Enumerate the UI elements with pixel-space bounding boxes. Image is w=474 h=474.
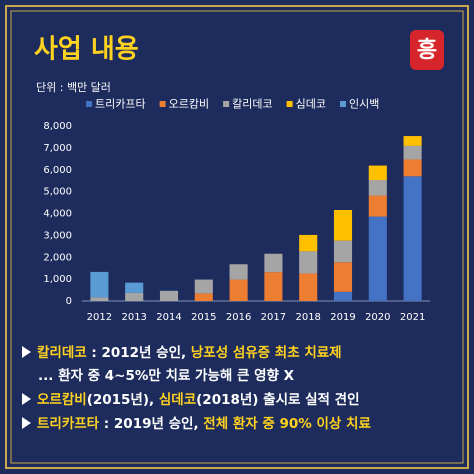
bar-segment xyxy=(368,165,387,181)
note-highlight: 전체 환자 중 90% 이상 치료 xyxy=(203,416,371,432)
bar-segment xyxy=(125,282,144,293)
bar-segment xyxy=(368,195,387,217)
note-highlight: 칼리데코 xyxy=(37,345,87,361)
y-tick-label: 0 xyxy=(66,296,72,307)
bullet xyxy=(22,346,31,358)
bar-segment xyxy=(264,253,283,273)
bullet xyxy=(22,393,31,405)
y-tick-label: 5,000 xyxy=(43,187,72,198)
note-text: ... 환자 중 4~5%만 치료 가능해 큰 영향 X xyxy=(38,368,295,384)
x-tick-label: 2017 xyxy=(261,312,286,323)
bar-segment xyxy=(333,291,353,301)
legend-swatch xyxy=(86,101,92,107)
note-text: (2018년) 출시로 실적 견인 xyxy=(196,392,360,408)
bar-segment xyxy=(403,159,422,177)
legend-swatch xyxy=(286,101,293,107)
bar-segment xyxy=(264,272,283,301)
y-tick-label: 6,000 xyxy=(43,165,72,176)
bar-segment xyxy=(403,145,422,160)
y-tick-label: 8,000 xyxy=(43,121,72,132)
bar-segment xyxy=(125,292,144,301)
bullet xyxy=(22,417,31,429)
legend-swatch xyxy=(223,101,230,107)
bar-segment xyxy=(229,279,248,301)
x-tick-label: 2020 xyxy=(365,312,390,323)
note-line: 칼리데코 : 2012년 승인, 낭포성 섬유증 최초 치료제 xyxy=(22,341,342,361)
bar-segment xyxy=(368,180,387,196)
logo-box xyxy=(410,30,444,70)
bar-segment xyxy=(299,273,318,301)
y-tick-label: 4,000 xyxy=(43,209,72,220)
bar-segment xyxy=(299,234,318,252)
bar-segment xyxy=(194,293,213,301)
bar-segment xyxy=(333,210,353,241)
x-tick-label: 2015 xyxy=(191,312,216,323)
note-text: : 2019년 승인, xyxy=(99,416,204,432)
legend-label: 트리카프타 xyxy=(95,98,146,111)
title: 사업 내용 xyxy=(34,35,139,65)
note-text: (2015년), xyxy=(86,392,159,408)
legend-label: 오르캄비 xyxy=(169,98,209,111)
bar-segment xyxy=(403,176,422,301)
note-highlight: 트리카프타 xyxy=(37,416,100,432)
y-tick-label: 2,000 xyxy=(43,252,72,263)
y-tick-label: 1,000 xyxy=(43,274,72,285)
frame xyxy=(5,5,469,469)
x-tick-label: 2014 xyxy=(156,312,181,323)
note-highlight: 낭포성 섬유증 최초 치료제 xyxy=(190,345,342,361)
y-tick-label: 3,000 xyxy=(43,230,72,241)
x-tick-label: 2021 xyxy=(400,312,425,323)
x-tick-label: 2016 xyxy=(226,312,251,323)
frame-inner xyxy=(10,10,464,464)
bar-segment xyxy=(368,216,387,301)
legend-label: 심데코 xyxy=(296,98,326,111)
note-line: ... 환자 중 4~5%만 치료 가능해 큰 영향 X xyxy=(38,364,294,384)
bar-segment xyxy=(229,264,248,280)
y-tick-label: 7,000 xyxy=(43,143,72,154)
bar-segment xyxy=(194,279,213,294)
legend-label: 칼리데코 xyxy=(232,98,272,111)
note-line: 오르캄비(2015년), 심데코(2018년) 출시로 실적 견인 xyxy=(22,388,360,408)
bar-segment xyxy=(90,271,109,298)
logo: 흥 xyxy=(417,38,437,63)
legend-swatch xyxy=(339,101,346,107)
bar-segment xyxy=(403,136,422,146)
note-line: 트리카프타 : 2019년 승인, 전체 환자 중 90% 이상 치료 xyxy=(22,412,371,432)
x-tick-label: 2018 xyxy=(295,312,320,323)
legend-swatch xyxy=(159,101,166,107)
bar-segment xyxy=(159,290,179,301)
bar-segment xyxy=(90,297,109,301)
unit-label: 단위 : 백만 달러 xyxy=(36,81,111,94)
legend-label: 인시백 xyxy=(349,98,379,111)
bar-segment xyxy=(333,262,353,292)
x-tick-label: 2013 xyxy=(121,312,146,323)
x-tick-label: 2019 xyxy=(330,312,355,323)
bar-segment xyxy=(333,240,353,263)
note-text: : 2012년 승인, xyxy=(86,345,191,361)
note-highlight: 오르캄비 xyxy=(37,392,87,408)
x-tick-label: 2012 xyxy=(87,312,112,323)
bar-segment xyxy=(299,251,318,274)
note-highlight: 심데코 xyxy=(158,392,197,408)
